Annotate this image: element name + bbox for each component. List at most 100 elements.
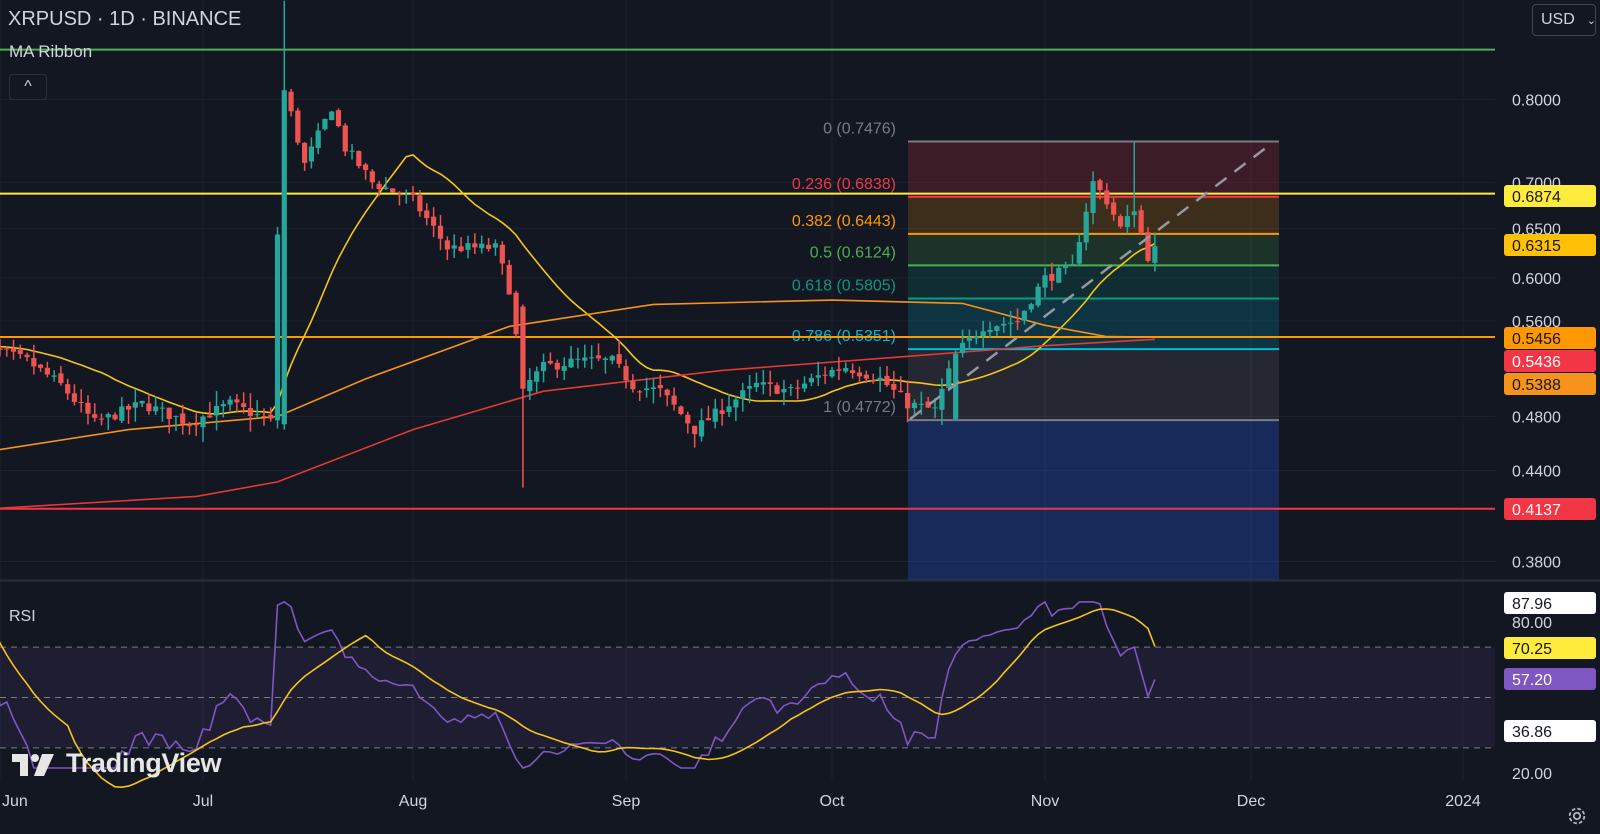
rsi-tick-label: 20.00: [1512, 766, 1552, 783]
candle-body: [159, 407, 165, 409]
candle-body: [1083, 211, 1089, 243]
fibonacci-retracement[interactable]: 0 (0.7476) 0.236 (0.6838) 0.382 (0.6443) 0.…: [792, 121, 1279, 580]
rsi-badge-bg: [1504, 668, 1596, 690]
candle-body: [383, 187, 389, 190]
candle-body: [788, 387, 794, 389]
candle-body: [836, 369, 842, 371]
fib-label-0: 0 (0.7476): [823, 121, 896, 138]
candle-body: [220, 404, 226, 407]
candle-body: [173, 415, 179, 417]
candle-body: [1131, 211, 1137, 216]
candle-body: [547, 360, 554, 364]
candle-body: [733, 399, 739, 408]
candle-body: [664, 389, 670, 396]
candle-body: [458, 246, 464, 252]
price-badge-bg: [1504, 350, 1596, 372]
candle-body: [753, 382, 760, 388]
candle-body: [362, 164, 369, 170]
candle-body: [335, 110, 342, 127]
candle-body: [112, 414, 118, 420]
candle-body: [561, 366, 567, 371]
candle-body: [582, 357, 588, 361]
rsi-badge-bg: [1504, 592, 1596, 614]
candle-body: [795, 387, 801, 389]
candle-body: [207, 415, 213, 418]
candle-body: [678, 406, 684, 415]
candle-body: [870, 380, 876, 382]
chart-grid: [0, 0, 1600, 780]
candle-body: [213, 405, 220, 416]
candle-body: [781, 389, 787, 393]
price-badge: 0.5456: [1512, 331, 1561, 348]
gear-icon[interactable]: [1566, 805, 1588, 827]
symbol-title[interactable]: XRPUSD · 1D · BINANCE: [8, 8, 242, 30]
candle-body: [17, 349, 23, 354]
candle-body: [877, 377, 883, 381]
candle-body: [376, 183, 382, 190]
candle-body: [994, 326, 1000, 331]
indicator-name[interactable]: MA Ribbon: [9, 42, 93, 61]
rsi-badge-bg: [1504, 637, 1596, 659]
candle-body: [891, 383, 897, 390]
candle-body: [485, 244, 492, 249]
candle-body: [302, 142, 308, 163]
price-badge-bg: [1504, 498, 1596, 520]
fib-label-0.236: 0.236 (0.6838): [792, 176, 896, 193]
rsi-label[interactable]: RSI: [9, 608, 36, 625]
price-tick-label: 0.4400: [1512, 464, 1561, 481]
candle-body: [616, 354, 622, 364]
currency-selector[interactable]: USD ⌄: [1532, 4, 1596, 36]
collapse-indicators-button[interactable]: ^: [9, 74, 47, 100]
price-badges: 0.6874 0.6315 0.5456 0.5436 0.5388 0.4137 87.9…: [1504, 185, 1596, 742]
candle-body: [1138, 210, 1144, 233]
candle-body: [698, 420, 705, 437]
price-badge: 0.6315: [1512, 238, 1561, 255]
candle-body: [705, 418, 711, 421]
candle-body: [856, 372, 863, 377]
candle-body: [506, 264, 512, 295]
rsi-ma-line: [0, 608, 1156, 789]
candle-body: [726, 406, 732, 413]
candle-body: [911, 402, 918, 409]
price-tick-label: 0.8000: [1512, 93, 1561, 110]
fib-zone-1: [908, 420, 1279, 580]
fib-label-0.5: 0.5 (0.6124): [810, 244, 896, 261]
price-tick-label: 0.3800: [1512, 555, 1561, 572]
candle-body: [247, 407, 254, 417]
trend-line[interactable]: [909, 145, 1269, 421]
tradingview-logo-icon: [12, 753, 54, 776]
candle-body: [200, 416, 206, 428]
candle-body: [342, 125, 348, 152]
candle-body: [295, 110, 301, 143]
candle-body: [712, 408, 718, 422]
candle-body: [349, 150, 355, 152]
candle-body: [644, 388, 650, 391]
candle-body: [1001, 323, 1007, 326]
candle-body: [465, 243, 471, 250]
candle-body: [268, 414, 274, 419]
candle-body: [424, 210, 430, 219]
candle-body: [78, 402, 84, 404]
candle-body: [767, 382, 773, 384]
candlestick-series: [0, 0, 1158, 488]
candle-body: [403, 194, 409, 196]
candle-body: [520, 306, 526, 389]
time-tick-label: Aug: [399, 793, 427, 810]
candle-body: [898, 390, 904, 393]
candle-body: [4, 348, 10, 350]
candle-body: [0, 348, 3, 350]
chevron-up-icon: ^: [24, 78, 32, 95]
candle-body: [417, 195, 423, 212]
candle-body: [685, 414, 691, 424]
candle-body: [254, 414, 260, 416]
fib-label-1: 1 (0.4772): [823, 399, 896, 416]
candle-body: [540, 361, 547, 372]
time-tick-label: Sep: [612, 793, 641, 810]
horizontal-lines[interactable]: [0, 48, 1495, 510]
candle-body: [863, 374, 869, 379]
tradingview-logo[interactable]: TradingView: [12, 748, 222, 779]
candle-body: [850, 370, 856, 374]
candle-body: [829, 370, 835, 377]
candle-body: [595, 355, 602, 359]
